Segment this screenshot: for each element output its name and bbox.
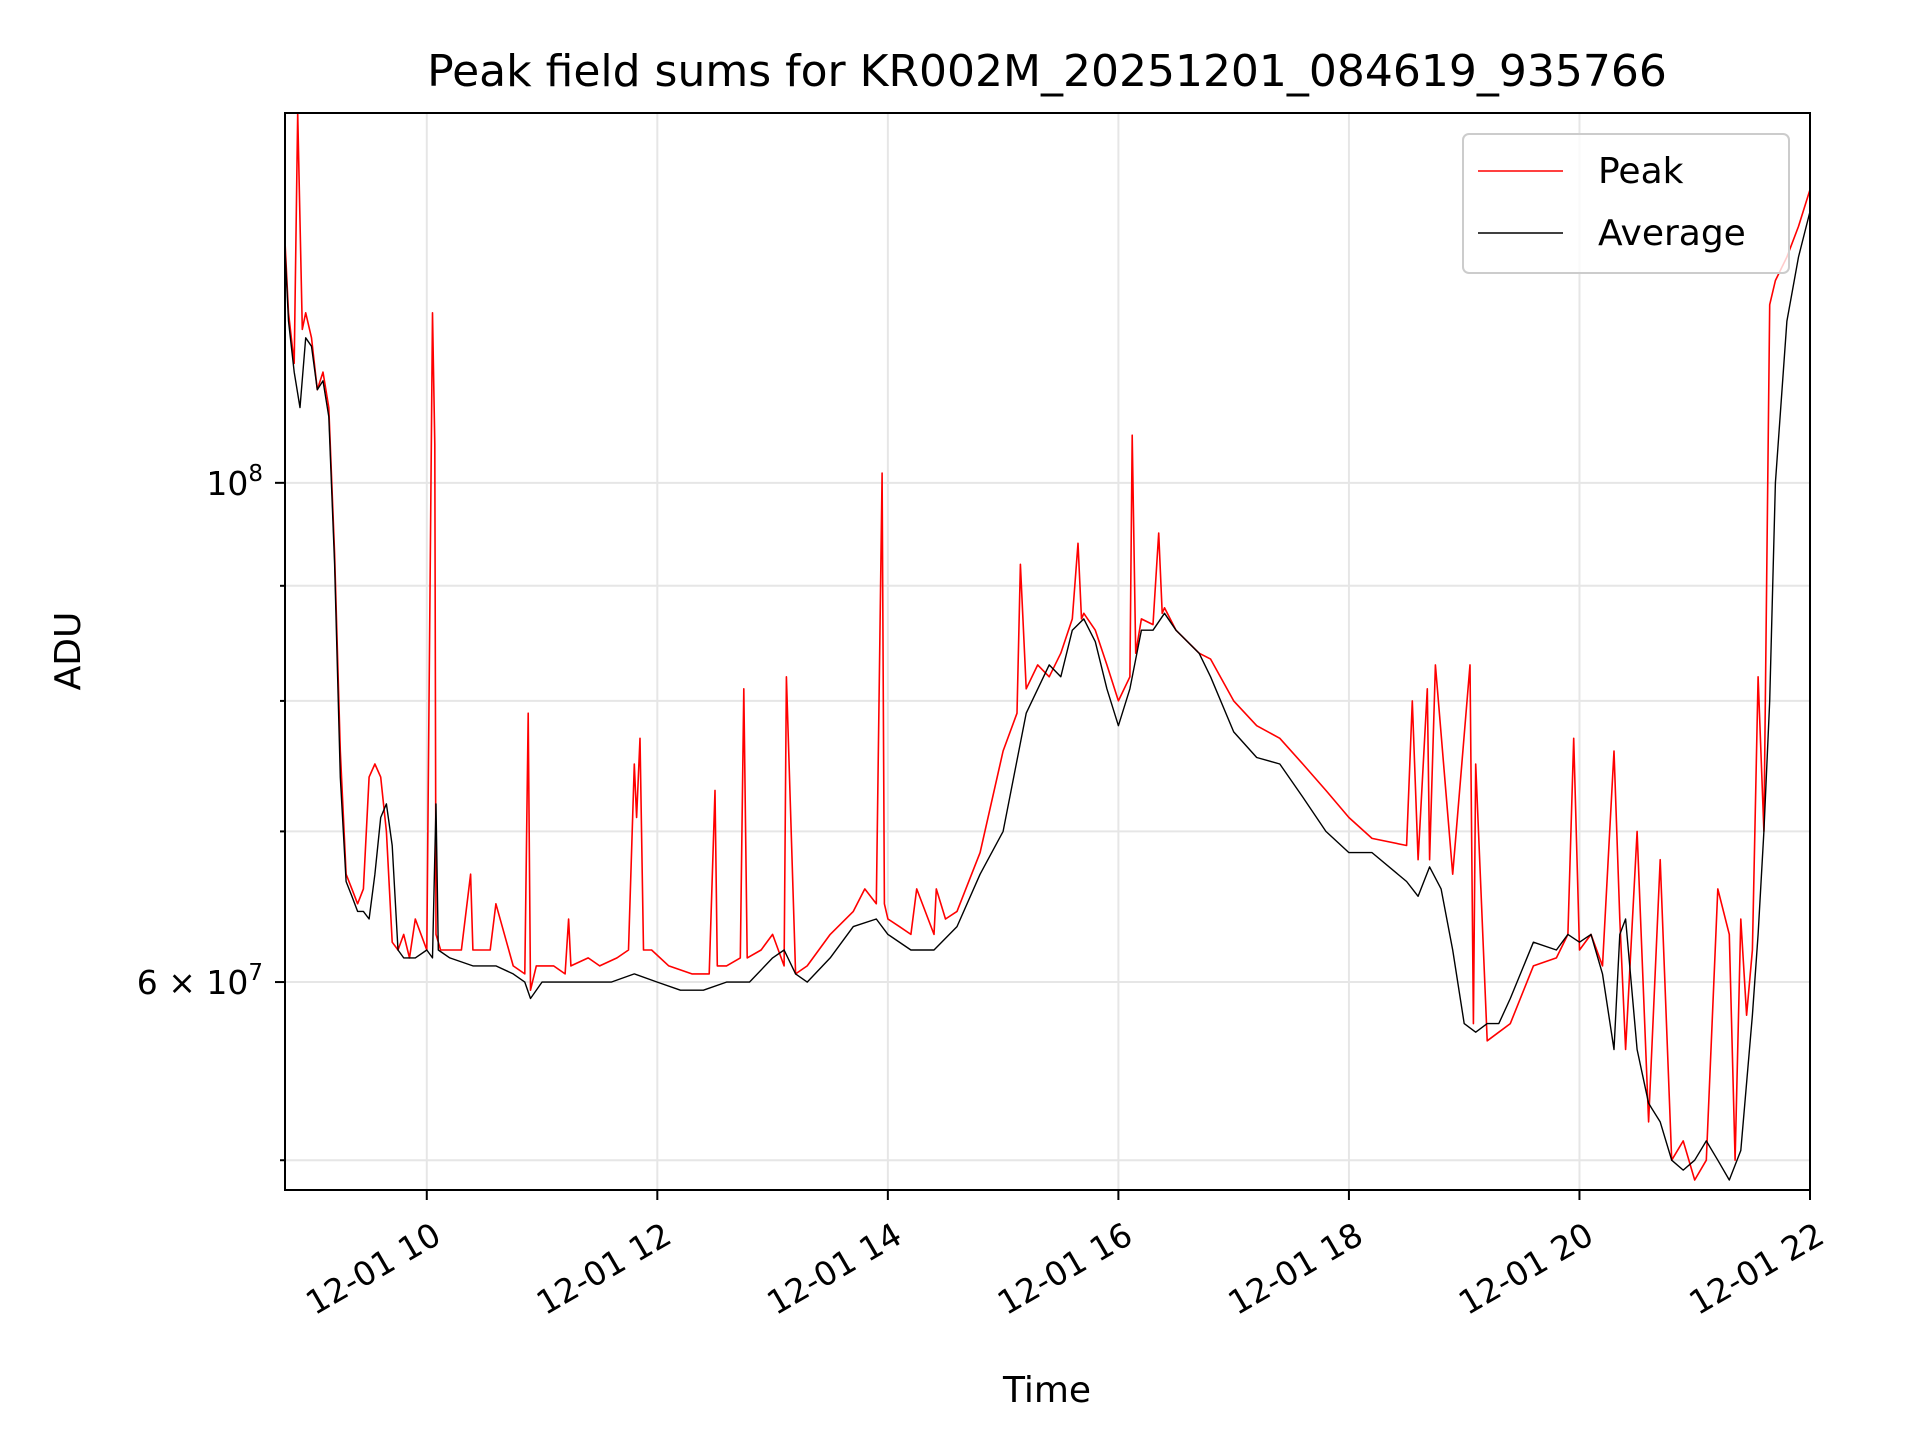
chart-title: Peak field sums for KR002M_20251201_0846… <box>427 46 1667 97</box>
plot-frame <box>284 112 1811 1191</box>
y-tick-label-exponent: 8 <box>248 461 263 487</box>
grid-layer <box>285 113 1811 1190</box>
legend-average-label: Average <box>1598 213 1746 254</box>
y-tick-label: 108 <box>206 461 263 503</box>
y-axis-label: ADU <box>48 612 89 691</box>
legend: Peak Average <box>1462 133 1790 274</box>
series-line-peak <box>284 112 1811 1181</box>
legend-box <box>1462 133 1790 274</box>
y-tick-label-exponent: 7 <box>248 960 263 986</box>
y-tick-label-base: 6 × 10 <box>137 963 249 1002</box>
y-tick-label-base: 10 <box>206 464 248 503</box>
legend-peak-label: Peak <box>1598 151 1684 192</box>
data-layer <box>284 112 1811 1181</box>
series-line-average <box>284 211 1811 1181</box>
y-tick-label: 6 × 107 <box>137 960 263 1002</box>
x-axis-label: Time <box>1002 1370 1091 1411</box>
